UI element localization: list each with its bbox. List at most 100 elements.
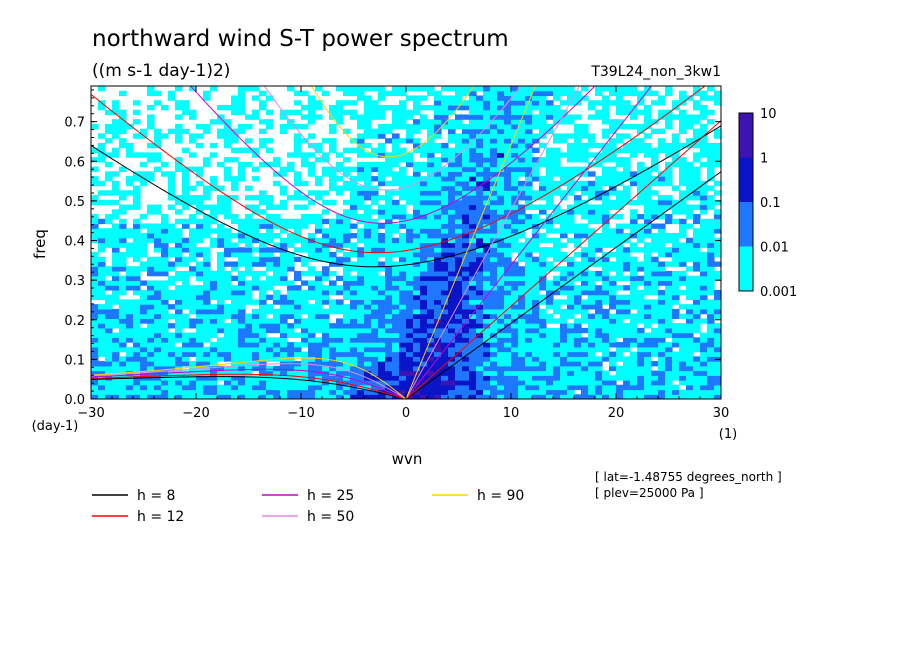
heat-cell [490, 380, 498, 386]
heat-cell [112, 342, 120, 348]
heat-cell [259, 351, 267, 357]
heat-cell [602, 176, 610, 182]
heat-cell [714, 133, 721, 139]
heat-cell [301, 104, 309, 111]
heat-cell [378, 242, 386, 248]
heat-cell [259, 218, 267, 225]
heat-cell [217, 209, 225, 215]
heat-cell [420, 370, 428, 376]
heat-cell [539, 280, 547, 286]
heat-cell [581, 261, 589, 267]
heat-cell [644, 308, 652, 315]
heat-cell [497, 389, 505, 395]
heat-cell [413, 299, 421, 305]
heat-cell [707, 256, 715, 263]
heat-cell [707, 119, 715, 125]
heat-cell [427, 138, 435, 144]
heat-cell [119, 327, 127, 334]
heat-cell [189, 370, 197, 376]
heat-cell [665, 90, 673, 97]
heat-cell [385, 337, 393, 343]
heat-cell [112, 223, 120, 229]
heat-cell [420, 337, 428, 343]
heat-cell [406, 214, 414, 220]
heat-cell [392, 342, 400, 348]
heat-cell [294, 133, 302, 139]
heat-cell [245, 289, 253, 296]
heat-cell [210, 176, 218, 182]
heat-cell [686, 285, 694, 291]
heat-cell [357, 327, 365, 334]
heat-cell [602, 327, 610, 334]
heat-cell [336, 394, 344, 399]
heat-cell [707, 171, 715, 177]
heat-cell [602, 389, 610, 395]
heat-cell [630, 375, 638, 381]
heat-cell [406, 342, 414, 348]
heat-cell [294, 294, 302, 301]
heat-cell [301, 247, 309, 253]
heat-cell [602, 119, 610, 125]
heat-cell [469, 133, 477, 139]
heat-cell [665, 176, 673, 182]
heat-cell [581, 123, 589, 130]
heat-cell [504, 199, 512, 206]
heat-cell [483, 323, 491, 329]
heat-cell [168, 375, 176, 381]
heat-cell [154, 280, 162, 286]
heat-cell [385, 294, 393, 301]
heat-cell [406, 251, 414, 258]
heat-cell [287, 370, 295, 376]
heat-cell [224, 242, 232, 248]
heat-cell [182, 280, 190, 286]
heat-cell [294, 323, 302, 329]
heat-cell [245, 361, 253, 367]
heat-cell [518, 123, 526, 130]
heat-cell [525, 176, 533, 182]
heat-cell [350, 109, 358, 116]
heat-cell [623, 384, 631, 391]
heat-cell [707, 313, 715, 319]
heat-cell [490, 95, 498, 101]
heat-cell [700, 356, 708, 362]
heat-cell [203, 228, 211, 234]
heat-cell [714, 100, 721, 106]
heat-cell [651, 327, 659, 334]
heat-cell [497, 133, 505, 139]
heat-cell [273, 351, 281, 357]
heat-cell [399, 285, 407, 291]
heat-cell [448, 109, 456, 116]
heat-cell [245, 138, 253, 144]
heat-cell [112, 394, 120, 399]
heat-cell [371, 242, 379, 248]
heat-cell [329, 342, 337, 348]
heat-cell [203, 337, 211, 343]
heat-cell [308, 308, 316, 315]
heat-cell [700, 185, 708, 191]
heat-cell [539, 95, 547, 101]
heat-cell [686, 119, 694, 125]
heat-cell [413, 285, 421, 291]
heat-cell [581, 394, 589, 399]
heat-cell [287, 161, 295, 168]
heat-cell [448, 133, 456, 139]
heat-cell [210, 323, 218, 329]
heat-cell [378, 209, 386, 215]
heat-cell [455, 218, 463, 225]
heat-cell [525, 223, 533, 229]
heat-cell [434, 185, 442, 191]
heat-cell [420, 204, 428, 210]
heat-cell [574, 365, 582, 372]
heat-cell [469, 351, 477, 357]
heat-cell [385, 318, 393, 324]
heat-cell [259, 337, 267, 343]
heat-cell [490, 356, 498, 362]
heat-cell [413, 199, 421, 206]
heat-cell [700, 384, 708, 391]
heat-cell [546, 380, 554, 386]
heat-cell [693, 176, 701, 182]
heat-cell [224, 294, 232, 301]
heat-cell [147, 86, 155, 92]
heat-cell [378, 147, 386, 153]
heat-cell [553, 218, 561, 225]
